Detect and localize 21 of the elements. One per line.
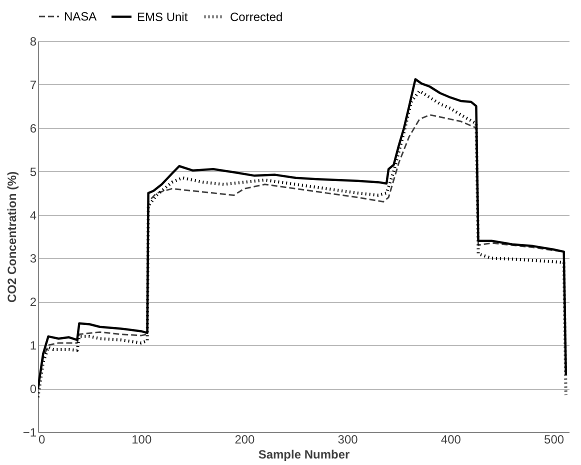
x-tick-label: 0 bbox=[38, 432, 46, 446]
x-tick-label: 400 bbox=[440, 432, 462, 446]
x-tick-label: 300 bbox=[338, 432, 358, 446]
y-tick-label: 1 bbox=[30, 338, 37, 353]
x-axis-title: Sample Number bbox=[258, 448, 350, 462]
y-tick-label: 4 bbox=[30, 208, 37, 222]
y-tick-label: 2 bbox=[30, 295, 37, 310]
x-tick-label: 500 bbox=[544, 432, 564, 446]
y-tick-label: 0 bbox=[30, 382, 37, 396]
x-tick-label: 200 bbox=[234, 432, 256, 446]
y-axis-title: CO2 Concentration (%) bbox=[4, 171, 19, 303]
y-tick-label: 7 bbox=[30, 78, 37, 92]
y-tick-label: 3 bbox=[30, 252, 37, 266]
legend-label: Corrected bbox=[230, 10, 283, 24]
y-tick-label: 8 bbox=[30, 34, 37, 48]
legend-label: EMS Unit bbox=[137, 10, 188, 24]
y-tick-label: 5 bbox=[30, 164, 37, 179]
y-tick-label: −1 bbox=[22, 426, 37, 440]
legend-label: NASA bbox=[64, 10, 97, 24]
x-tick-label: 100 bbox=[132, 432, 152, 446]
y-tick-label: 6 bbox=[30, 121, 37, 136]
